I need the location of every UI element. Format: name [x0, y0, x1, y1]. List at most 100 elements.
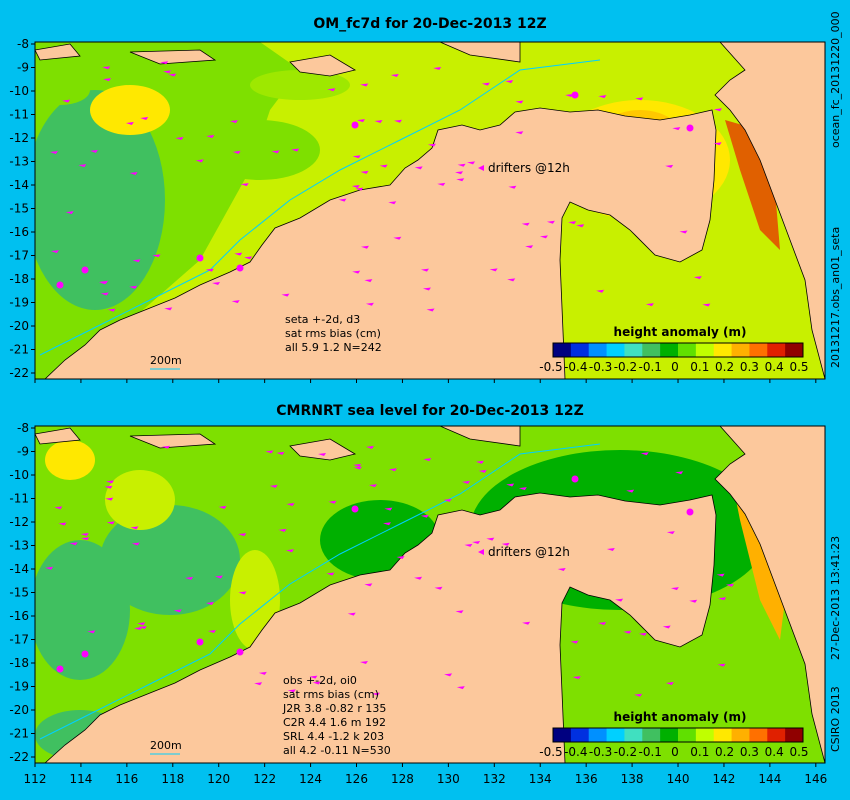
drifter-arrow	[423, 458, 432, 462]
y-tick-label: -17	[9, 249, 29, 263]
x-tick-label: 120	[207, 772, 230, 786]
drifter-arrow	[205, 268, 214, 272]
legend-tick-label: -0.2	[614, 745, 637, 759]
drifter-arrow	[396, 556, 405, 560]
drifter-arrow	[353, 466, 362, 470]
drifter-arrow	[103, 78, 112, 82]
drifter-arrow	[717, 663, 726, 667]
drifter-arrow	[568, 221, 577, 225]
y-tick-label: -14	[9, 178, 29, 192]
legend-tick-label: 0.4	[765, 360, 784, 374]
legend-tick-label: 0.3	[740, 745, 759, 759]
drifter-arrow	[240, 183, 249, 187]
x-tick-label: 126	[345, 772, 368, 786]
drifters-label-1: drifters @12h	[488, 161, 570, 175]
stats-line: seta +-2d, d3	[285, 313, 360, 326]
legend-tick-label: 0.4	[765, 745, 784, 759]
legend-swatch	[749, 728, 768, 742]
drifter-marker	[236, 648, 244, 656]
drifter-arrow	[515, 131, 524, 135]
drifter-arrow	[140, 116, 149, 120]
legend-title-2: height anomaly (m)	[614, 710, 747, 724]
drifter-arrow	[384, 507, 393, 511]
legend-swatch	[731, 343, 750, 357]
stats-line: J2R 3.8 -0.82 r 135	[282, 702, 386, 715]
legend-swatch	[767, 343, 786, 357]
drifter-arrow	[689, 599, 698, 603]
drifter-arrow	[365, 302, 374, 306]
legend-swatch	[731, 728, 750, 742]
drifter-arrow	[518, 487, 527, 491]
drifter-arrow	[368, 484, 377, 488]
x-tick-label: 144	[758, 772, 781, 786]
legend-swatch	[695, 343, 715, 357]
drifter-marker	[56, 665, 64, 673]
drifter-arrow	[312, 681, 321, 685]
drifter-arrow	[173, 609, 182, 613]
drifter-arrow	[254, 682, 263, 686]
x-tick-label: 130	[437, 772, 460, 786]
new-guinea-land-2	[714, 426, 825, 763]
drifter-marker	[81, 266, 89, 274]
stats-line: SRL 4.4 -1.2 k 203	[283, 730, 384, 743]
drifter-arrow	[338, 198, 347, 202]
x-tick-label: 140	[667, 772, 690, 786]
drifter-arrow	[434, 586, 443, 590]
drifter-arrow	[360, 83, 369, 87]
drifter-arrow	[626, 489, 635, 493]
legend-swatch	[749, 343, 768, 357]
drifter-arrow	[665, 164, 674, 168]
drifter-arrow	[100, 292, 109, 296]
drifter-arrow	[420, 514, 429, 518]
stats-line: sat rms bias (cm)	[283, 688, 379, 701]
legend-tick-label: 0.1	[690, 745, 709, 759]
drifter-arrow	[80, 532, 89, 536]
drifter-arrow	[565, 93, 574, 97]
drifter-arrow	[352, 270, 361, 274]
drifter-arrow	[185, 576, 194, 580]
drifter-arrow	[125, 121, 134, 125]
legend-swatch	[713, 343, 733, 357]
drifter-marker	[196, 638, 204, 646]
drifter-arrow	[420, 268, 429, 272]
drifter-arrow	[107, 308, 116, 312]
drifter-arrow	[427, 143, 436, 147]
legend-tick-label: 0.3	[740, 360, 759, 374]
legend-tick-label: 0.1	[690, 360, 709, 374]
legend-swatch	[553, 728, 572, 742]
drifter-marker	[196, 254, 204, 262]
x-tick-label: 112	[24, 772, 47, 786]
legend-swatch	[713, 728, 733, 742]
drifter-arrow	[45, 566, 54, 570]
x-tick-label: 132	[483, 772, 506, 786]
x-tick-label: 118	[161, 772, 184, 786]
drifter-arrow	[49, 150, 58, 154]
drifter-arrow	[137, 622, 146, 626]
legend-tick-label: 0.2	[715, 745, 734, 759]
y-tick-label: -16	[9, 609, 29, 623]
drifter-arrow	[489, 268, 498, 272]
drifter-arrow	[162, 445, 171, 449]
drifter-arrow	[443, 498, 452, 502]
legend-tick-label: 0	[671, 745, 679, 759]
x-tick-label: 116	[115, 772, 138, 786]
y-tick-label: -11	[9, 108, 29, 122]
drifter-arrow	[102, 66, 111, 70]
drifter-arrow	[557, 568, 566, 572]
y-tick-label: -10	[9, 84, 29, 98]
y-tick-label: -15	[9, 586, 29, 600]
drifter-arrow	[238, 533, 247, 537]
legend-swatch	[570, 728, 590, 742]
drifter-arrow	[486, 537, 495, 541]
drifter-arrow	[327, 88, 336, 92]
stats-line: all 4.2 -0.11 N=530	[283, 744, 391, 757]
y-tick-label: -13	[9, 155, 29, 169]
legend-swatch	[642, 343, 661, 357]
panel-2-title: CMRNRT sea level for 20-Dec-2013 12Z	[276, 403, 584, 419]
y-tick-label: -21	[9, 343, 29, 357]
legend-tick-label: -0.5	[539, 745, 562, 759]
drifter-arrow	[65, 211, 74, 215]
legend-tick-label: -0.3	[589, 745, 612, 759]
y-tick-label: -17	[9, 633, 29, 647]
drifter-arrow	[640, 452, 649, 456]
